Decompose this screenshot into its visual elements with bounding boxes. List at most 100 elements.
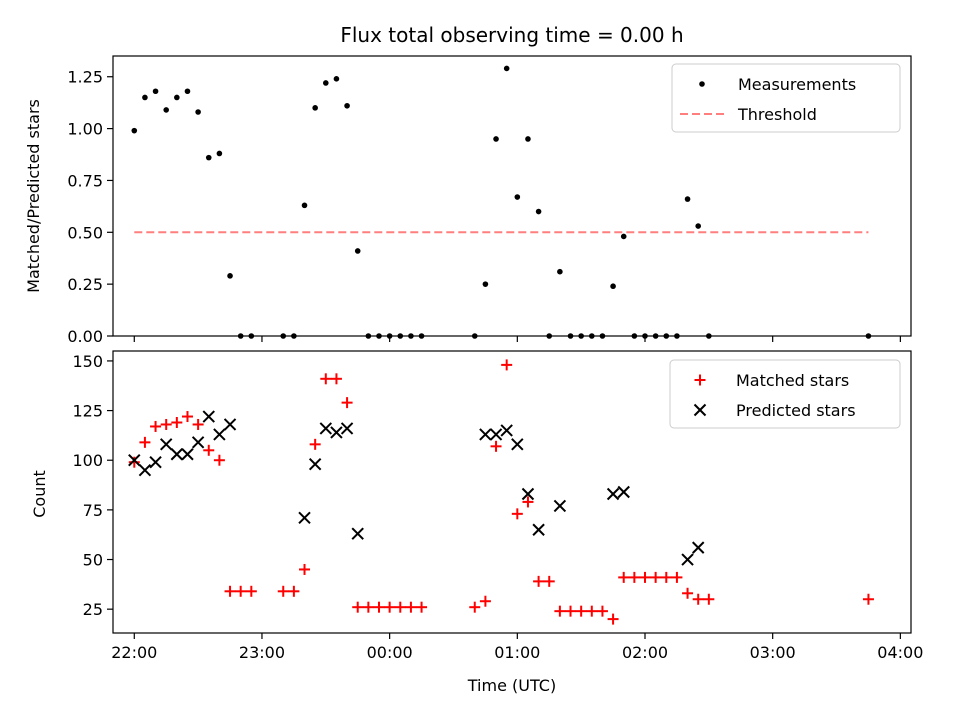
predicted-point bbox=[521, 487, 535, 501]
top-y-tick-label: 1.25 bbox=[67, 68, 103, 87]
bottom-y-tick-label: 50 bbox=[83, 551, 103, 570]
bottom-legend-label: Matched stars bbox=[736, 371, 849, 390]
matched-point bbox=[373, 601, 385, 613]
predicted-point bbox=[479, 428, 492, 441]
predicted-point bbox=[149, 456, 162, 469]
matched-point bbox=[682, 587, 694, 599]
top-y-axis-label: Matched/Predicted stars bbox=[24, 99, 43, 293]
measurement-point bbox=[205, 154, 212, 161]
predicted-point bbox=[159, 438, 173, 451]
measurement-point bbox=[131, 127, 138, 134]
matched-point bbox=[224, 585, 236, 597]
bottom-y-tick-label: 25 bbox=[83, 600, 103, 619]
top-y-tick-label: 0.25 bbox=[67, 275, 103, 294]
predicted-point bbox=[340, 422, 354, 435]
matched-point bbox=[533, 575, 545, 587]
matched-point bbox=[288, 585, 300, 597]
x-axis-label: Time (UTC) bbox=[467, 676, 556, 695]
x-tick-label: 00:00 bbox=[367, 643, 413, 662]
measurement-point bbox=[280, 333, 287, 339]
measurement-point bbox=[195, 109, 201, 115]
predicted-point bbox=[223, 418, 237, 431]
matched-point bbox=[607, 613, 619, 625]
measurement-point bbox=[152, 88, 159, 95]
matched-point bbox=[213, 454, 225, 466]
matched-point bbox=[862, 593, 874, 605]
matched-point bbox=[181, 411, 193, 423]
bottom-plot-frame bbox=[112, 350, 912, 634]
matched-point bbox=[692, 593, 704, 605]
predicted-point bbox=[617, 485, 630, 499]
measurement-point bbox=[142, 94, 148, 101]
measurement-point bbox=[312, 105, 318, 111]
matched-point bbox=[416, 601, 428, 613]
measurement-point bbox=[706, 333, 712, 339]
matched-point bbox=[277, 585, 289, 597]
predicted-point bbox=[330, 426, 343, 439]
measurement-point bbox=[397, 333, 404, 339]
matched-point bbox=[596, 605, 608, 617]
matched-point bbox=[660, 571, 672, 583]
bottom-y-tick-label: 125 bbox=[72, 402, 103, 421]
measurement-point bbox=[333, 76, 340, 82]
x-tick-label: 02:00 bbox=[622, 643, 668, 662]
matched-point bbox=[235, 585, 247, 597]
bottom-axes: 25 50 75 100 125 150 22:00 23:00 00:00 01:00 02:00… bbox=[72, 350, 923, 662]
measurement-point bbox=[599, 333, 606, 339]
matched-point bbox=[352, 601, 364, 613]
measurement-point bbox=[642, 333, 648, 339]
measurement-point bbox=[248, 333, 255, 339]
measurement-point bbox=[163, 107, 169, 113]
measurement-point bbox=[323, 80, 329, 86]
predicted-point bbox=[693, 403, 707, 417]
matched-point bbox=[341, 397, 353, 409]
predicted-point bbox=[319, 422, 333, 435]
predicted-point bbox=[213, 428, 226, 441]
matched-point bbox=[565, 605, 577, 617]
predicted-point bbox=[500, 424, 513, 437]
measurement-point bbox=[578, 333, 584, 339]
top-legend-label: Threshold bbox=[737, 105, 817, 124]
top-axes: 0.00 0.25 0.50 0.75 1.00 1.25 Measurements Thre… bbox=[67, 55, 912, 346]
x-tick-label: 01:00 bbox=[494, 643, 540, 662]
top-series bbox=[131, 65, 872, 339]
matched-point bbox=[554, 605, 566, 617]
predicted-point bbox=[691, 541, 705, 554]
predicted-point bbox=[553, 499, 567, 513]
measurement-point bbox=[301, 202, 308, 209]
x-tick-label: 22:00 bbox=[111, 643, 157, 662]
measurement-point bbox=[663, 333, 670, 339]
measurement-point bbox=[610, 283, 616, 290]
predicted-point bbox=[489, 428, 503, 441]
matched-point bbox=[160, 418, 172, 430]
matched-point bbox=[618, 571, 630, 583]
predicted-point bbox=[532, 523, 545, 536]
measurement-point bbox=[514, 194, 521, 200]
bottom-legend: Matched stars Predicted stars bbox=[669, 359, 901, 429]
measurement-point bbox=[546, 333, 553, 339]
measurement-point bbox=[376, 333, 382, 339]
predicted-point bbox=[181, 448, 194, 461]
predicted-point bbox=[681, 553, 694, 566]
measurement-point bbox=[386, 333, 393, 339]
legend-measurement-marker bbox=[699, 81, 705, 87]
predicted-point bbox=[138, 463, 152, 477]
top-y-tick-label: 1.00 bbox=[67, 120, 103, 139]
matched-point bbox=[405, 601, 417, 613]
x-tick-label: 03:00 bbox=[750, 643, 796, 662]
matched-point bbox=[330, 373, 342, 385]
matched-point bbox=[150, 420, 162, 432]
bottom-y-tick-label: 150 bbox=[72, 352, 103, 371]
top-y-tick-label: 0.50 bbox=[67, 223, 103, 242]
measurement-point bbox=[631, 333, 638, 339]
matched-point bbox=[203, 444, 215, 456]
matched-point bbox=[479, 595, 491, 607]
measurement-point bbox=[184, 88, 191, 95]
matched-point bbox=[543, 575, 555, 587]
matched-point bbox=[394, 601, 406, 613]
measurement-point bbox=[865, 333, 872, 339]
top-legend: Measurements Threshold bbox=[671, 63, 901, 133]
matched-point bbox=[650, 571, 662, 583]
measurement-point bbox=[674, 333, 680, 339]
